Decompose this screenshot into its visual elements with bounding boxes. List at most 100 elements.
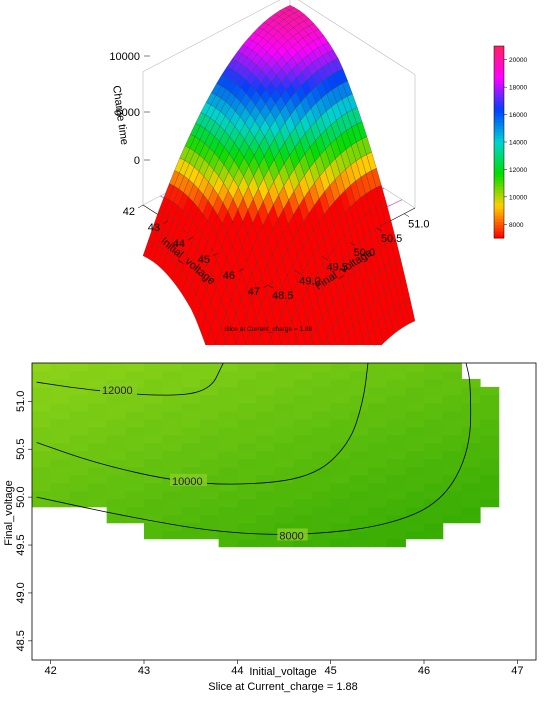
surface-patch — [322, 336, 330, 345]
contour-label-bg — [277, 528, 308, 541]
z-tick-label: 5000 — [116, 107, 140, 119]
heatmap-cell — [162, 418, 182, 428]
heatmap-cell — [368, 538, 388, 548]
y-tick — [403, 213, 410, 217]
colorbar-segment — [494, 71, 504, 76]
heatmap-cell — [181, 530, 201, 540]
heatmap-cell — [424, 386, 444, 396]
heatmap-cell — [144, 394, 164, 404]
heatmap-cell — [32, 474, 52, 484]
surface-patch — [307, 336, 314, 345]
heatmap-cell — [274, 394, 294, 404]
heatmap-cell — [424, 426, 444, 436]
colorbar-segment — [494, 110, 504, 114]
heatmap-cell — [368, 363, 388, 372]
heatmap-cell — [106, 498, 126, 508]
heatmap-cell — [293, 418, 313, 428]
heatmap-cell — [442, 370, 462, 380]
heatmap-cell — [405, 498, 425, 508]
heatmap-cell — [330, 402, 350, 412]
heatmap-cell — [461, 506, 481, 516]
heatmap-cell — [368, 434, 388, 444]
heatmap-cell — [349, 394, 369, 404]
heatmap-cell — [461, 394, 481, 404]
heatmap-cell — [405, 386, 425, 396]
heatmap-cell — [274, 402, 294, 412]
colorbar-segment — [494, 234, 504, 239]
heatmap-cell — [386, 426, 406, 436]
heatmap-cell — [50, 490, 70, 500]
heatmap-cell — [200, 410, 220, 420]
heatmap-cell — [32, 450, 52, 460]
heatmap-cell — [256, 466, 276, 476]
colorbar-segment — [494, 84, 504, 89]
heatmap-cell — [386, 434, 406, 444]
heatmap-cell — [442, 363, 462, 372]
colorbar-segment — [494, 145, 504, 149]
heatmap-cell — [256, 363, 276, 372]
heatmap-cell — [237, 530, 257, 540]
colorbar-segment — [494, 103, 504, 108]
heatmap-cell — [144, 418, 164, 428]
heatmap-cell — [274, 418, 294, 428]
heatmap-cell — [256, 394, 276, 404]
heatmap-cell — [88, 482, 108, 492]
colorbar-tick-label: 12000 — [509, 167, 527, 174]
heatmap-cell — [330, 370, 350, 380]
heatmap-cell — [144, 434, 164, 444]
heatmap-cell — [461, 474, 481, 484]
heatmap-cell — [106, 506, 126, 516]
colorbar-segment — [494, 186, 504, 191]
heatmap-cell — [50, 418, 70, 428]
heatmap-cell — [368, 490, 388, 500]
heatmap-cell — [218, 402, 238, 412]
heatmap-cell — [200, 522, 220, 532]
heatmap-cell — [480, 490, 500, 500]
heatmap-cell — [50, 482, 70, 492]
heatmap-cell — [442, 442, 462, 452]
heatmap-cell — [349, 370, 369, 380]
x-tick-label-2d: 42 — [45, 665, 57, 677]
colorbar-segment — [494, 100, 504, 105]
heatmap-cell — [368, 442, 388, 452]
colorbar-tick-label: 16000 — [509, 112, 527, 119]
heatmap-cell — [405, 370, 425, 380]
x-tick — [187, 236, 194, 241]
heatmap-cell — [32, 466, 52, 476]
heatmap-cell — [69, 410, 89, 420]
heatmap-cell — [405, 482, 425, 492]
colorbar-segment — [494, 74, 504, 79]
heatmap-cell — [330, 426, 350, 436]
heatmap-cell — [386, 418, 406, 428]
heatmap-cell — [312, 378, 332, 388]
heatmap-cell — [293, 410, 313, 420]
heatmap-cell — [200, 378, 220, 388]
heatmap-cell — [218, 418, 238, 428]
heatmap-cell — [32, 442, 52, 452]
heatmap-cell — [144, 363, 164, 372]
heatmap-cell — [312, 394, 332, 404]
heatmap-cell — [330, 466, 350, 476]
x-tick — [237, 268, 244, 273]
heatmap-cell — [162, 530, 182, 540]
heatmap-cell — [200, 466, 220, 476]
heatmap-cell — [349, 378, 369, 388]
heatmap-cell — [125, 426, 145, 436]
heatmap-cell — [349, 434, 369, 444]
heatmap-cell — [386, 402, 406, 412]
heatmap-cell — [293, 363, 313, 372]
heatmap-cell — [330, 458, 350, 468]
heatmap-cell — [181, 418, 201, 428]
heatmap-cell — [162, 394, 182, 404]
heatmap-cell — [88, 378, 108, 388]
colorbar: 8000 10000 12000 14000 16000 18000 20000 — [493, 45, 527, 239]
heatmap-cell — [200, 450, 220, 460]
surface-plot-panel: 0 5000 10000 42 43 44 45 46 47 48.5 49.0 49.5 50.0 50… — [0, 0, 550, 345]
contour-label-bg — [100, 382, 137, 395]
heatmap-cell — [368, 458, 388, 468]
heatmap-cell — [312, 434, 332, 444]
y-tick-label: 48.5 — [272, 290, 293, 302]
heatmap-cell — [237, 402, 257, 412]
heatmap-cell — [69, 378, 89, 388]
heatmap-cell — [162, 498, 182, 508]
